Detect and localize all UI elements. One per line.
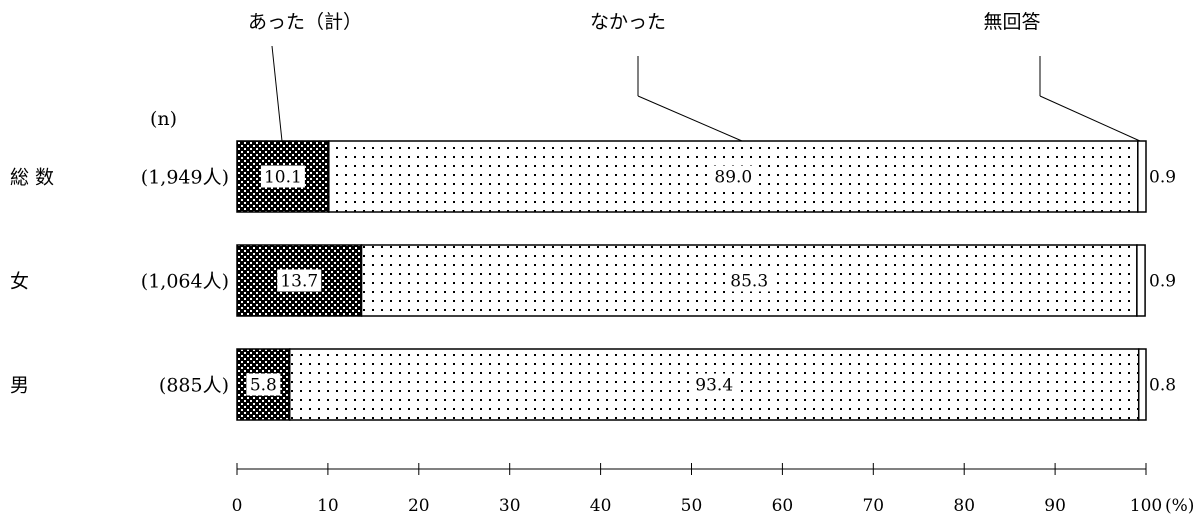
bar-segment-2-3 <box>1136 244 1146 317</box>
x-tick-label-7: 70 <box>862 496 884 516</box>
n-header: (n) <box>150 108 177 130</box>
data-label-bg-1-1 <box>260 165 305 188</box>
bar-segment-3-3 <box>1137 348 1147 421</box>
legend-label-3: 無回答 <box>983 11 1040 33</box>
x-tick-label-0: 0 <box>232 496 243 516</box>
data-label-1-2: 89.0 <box>714 168 752 188</box>
x-tick-label-10: 100 <box>1130 496 1162 516</box>
n-label-1: (1,949人) <box>141 167 229 189</box>
data-label-3-2: 93.4 <box>695 376 733 396</box>
data-label-3-1: 5.8 <box>250 376 277 396</box>
legend-label-1: あった（計） <box>248 11 362 33</box>
x-tick-label-8: 80 <box>953 496 975 516</box>
n-label-3: (885人) <box>159 375 229 397</box>
data-label-bg-1-2 <box>711 165 756 188</box>
x-tick-label-2: 20 <box>408 496 430 516</box>
data-label-2-3: 0.9 <box>1149 272 1176 292</box>
x-axis-unit: (%) <box>1165 496 1194 516</box>
data-label-bg-3-1 <box>246 373 281 396</box>
x-tick-label-6: 60 <box>772 496 794 516</box>
data-label-2-2: 85.3 <box>730 272 768 292</box>
data-label-bg-3-2 <box>692 373 737 396</box>
data-label-bg-2-2 <box>727 269 772 292</box>
plot-area: 総 数 (1,949人) 10.1 89.0 0.9 女 (1,064人) 13.7 85.3 0… <box>10 140 1176 421</box>
data-label-2-1: 13.7 <box>280 272 318 292</box>
legend-leader-line-2-2 <box>637 95 743 142</box>
x-tick-label-3: 30 <box>499 496 521 516</box>
category-label-3: 男 <box>10 375 29 397</box>
bar-segment-1-3 <box>1137 140 1147 213</box>
category-label-2: 女 <box>10 271 29 293</box>
legend-leader-line-1-1 <box>271 45 283 142</box>
x-tick-label-9: 90 <box>1044 496 1066 516</box>
legend-label-2: なかった <box>590 11 666 33</box>
data-label-bg-2-1 <box>277 269 322 292</box>
n-label-2: (1,064人) <box>141 271 229 293</box>
category-label-1: 総 数 <box>10 167 54 189</box>
data-label-1-1: 10.1 <box>264 168 302 188</box>
x-axis: 0 10 20 30 40 50 60 70 80 90 100 (%) <box>232 463 1194 516</box>
x-tick-label-5: 50 <box>681 496 703 516</box>
x-tick-label-1: 10 <box>317 496 339 516</box>
data-label-1-3: 0.9 <box>1149 168 1176 188</box>
legend-leader-line-3-2 <box>1039 95 1141 142</box>
legend: (n) あった（計） なかった 無回答 <box>150 11 1141 142</box>
data-label-3-3: 0.8 <box>1149 376 1176 396</box>
x-tick-label-4: 40 <box>590 496 612 516</box>
